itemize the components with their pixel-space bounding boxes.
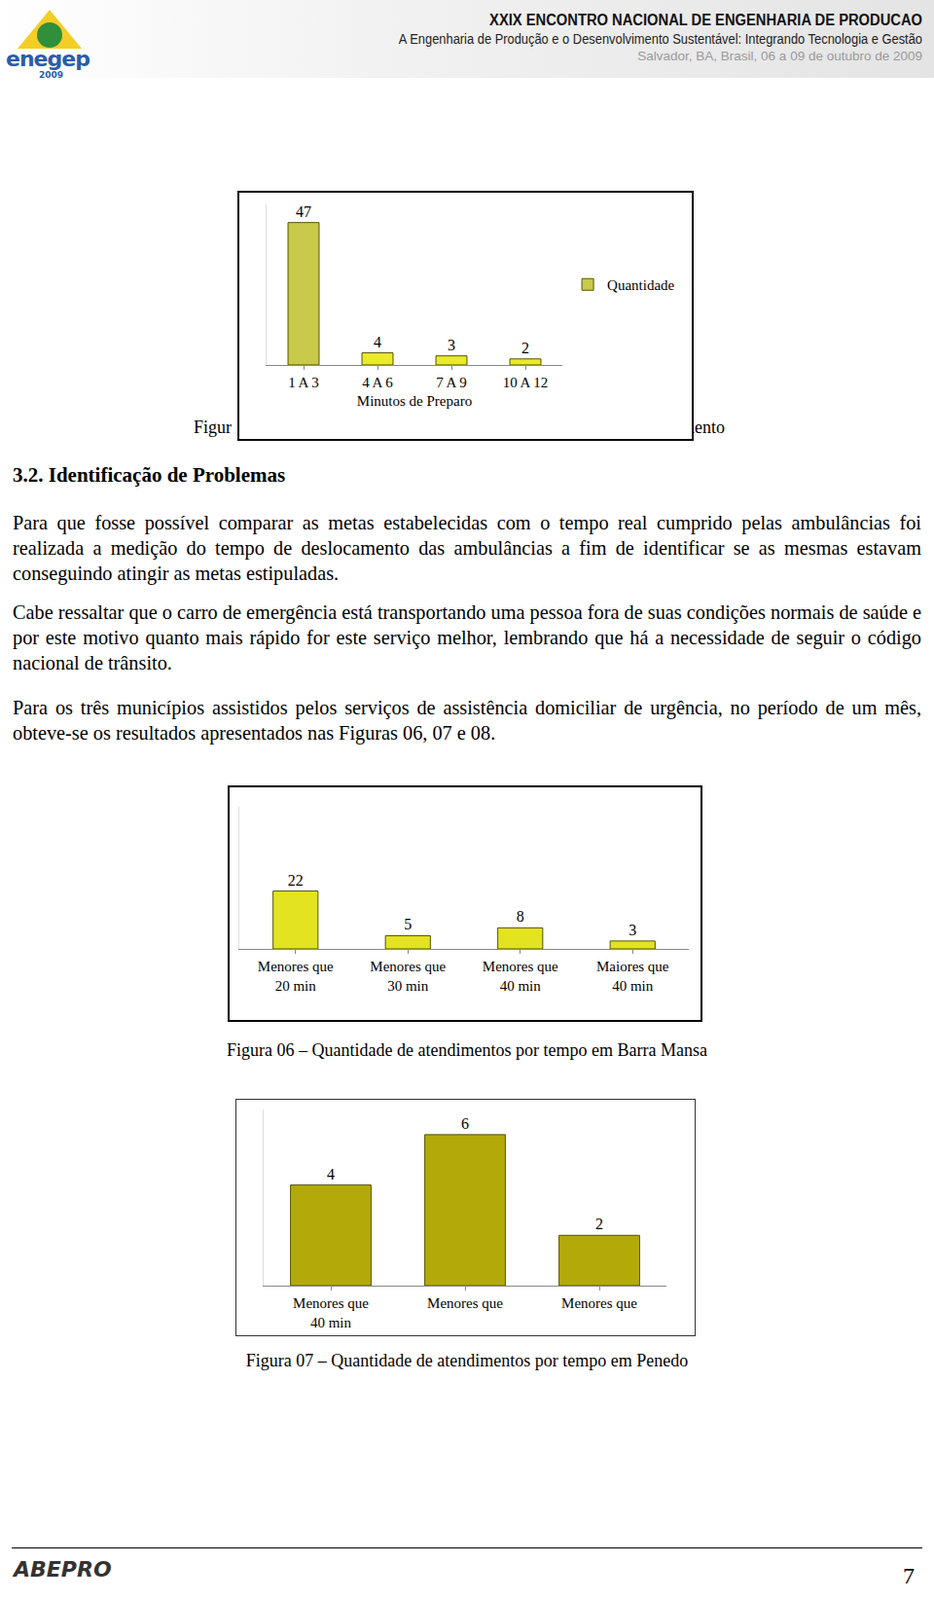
svg-text:10 A 12: 10 A 12	[502, 374, 549, 391]
svg-text:5: 5	[403, 915, 412, 933]
html-text:enegep: enegep	[5, 46, 90, 72]
svg-text:2: 2	[521, 339, 530, 357]
html-text:Cabe ressaltar que o carro de: Cabe ressaltar que o carro de emergência…	[12, 601, 922, 674]
svg-text:Menores que: Menores que	[561, 1294, 638, 1311]
html-text:Para os três municípios assist: Para os três municípios assistidos pelos…	[12, 696, 922, 744]
svg-text:22: 22	[287, 871, 304, 889]
svg-text:Maiores que40 min: Maiores que40 min	[596, 958, 670, 994]
svg-text:7 A 9: 7 A 9	[435, 374, 467, 391]
html-text:mento: mento	[681, 417, 725, 437]
svg-text:Menores que40 min: Menores que40 min	[292, 1294, 369, 1330]
svg-text:Quantidade: Quantidade	[607, 277, 675, 293]
svg-text:6: 6	[461, 1114, 469, 1132]
svg-text:4: 4	[373, 333, 382, 351]
svg-text:8: 8	[516, 907, 525, 925]
svg-text:47: 47	[295, 203, 312, 220]
svg-text:Menores que40 min: Menores que40 min	[482, 958, 559, 994]
svg-text:Menores que30 min: Menores que30 min	[369, 958, 446, 994]
html-text:Figura 06 – Quantidade de aten: Figura 06 – Quantidade de atendimentos p…	[226, 1040, 708, 1060]
svg-text:Minutos de Preparo: Minutos de Preparo	[357, 393, 472, 409]
html-text:A Engenharia de Produção e o D: A Engenharia de Produção e o Desenvolvim…	[398, 31, 923, 47]
svg-text:3: 3	[628, 921, 637, 938]
html-text:3.2. Identificação de Problema: 3.2. Identificação de Problemas	[12, 463, 286, 487]
html-text:XXIX ENCONTRO NACIONAL DE ENGE: XXIX ENCONTRO NACIONAL DE ENGENHARIA DE …	[489, 11, 923, 29]
html-text:2009: 2009	[38, 70, 64, 80]
svg-text:Menores que: Menores que	[427, 1294, 503, 1311]
html-text:Figur: Figur	[193, 417, 232, 437]
svg-text:Menores que20 min: Menores que20 min	[257, 958, 334, 994]
html-text:ABEPRO: ABEPRO	[13, 1556, 112, 1581]
html-text:Salvador, BA, Brasil, 06 a 09: Salvador, BA, Brasil, 06 a 09 de outubro…	[637, 48, 923, 64]
svg-text:3: 3	[447, 336, 456, 354]
svg-text:4 A 6: 4 A 6	[361, 374, 394, 391]
svg-text:2: 2	[595, 1215, 604, 1232]
html-text:Figura 07 – Quantidade de aten: Figura 07 – Quantidade de atendimentos p…	[245, 1350, 689, 1370]
svg-text:1 A 3: 1 A 3	[287, 374, 320, 391]
html-text:Para que fosse possível compar: Para que fosse possível comparar as meta…	[12, 511, 922, 584]
html-text:7: 7	[902, 1562, 915, 1588]
svg-text:4: 4	[326, 1165, 335, 1183]
